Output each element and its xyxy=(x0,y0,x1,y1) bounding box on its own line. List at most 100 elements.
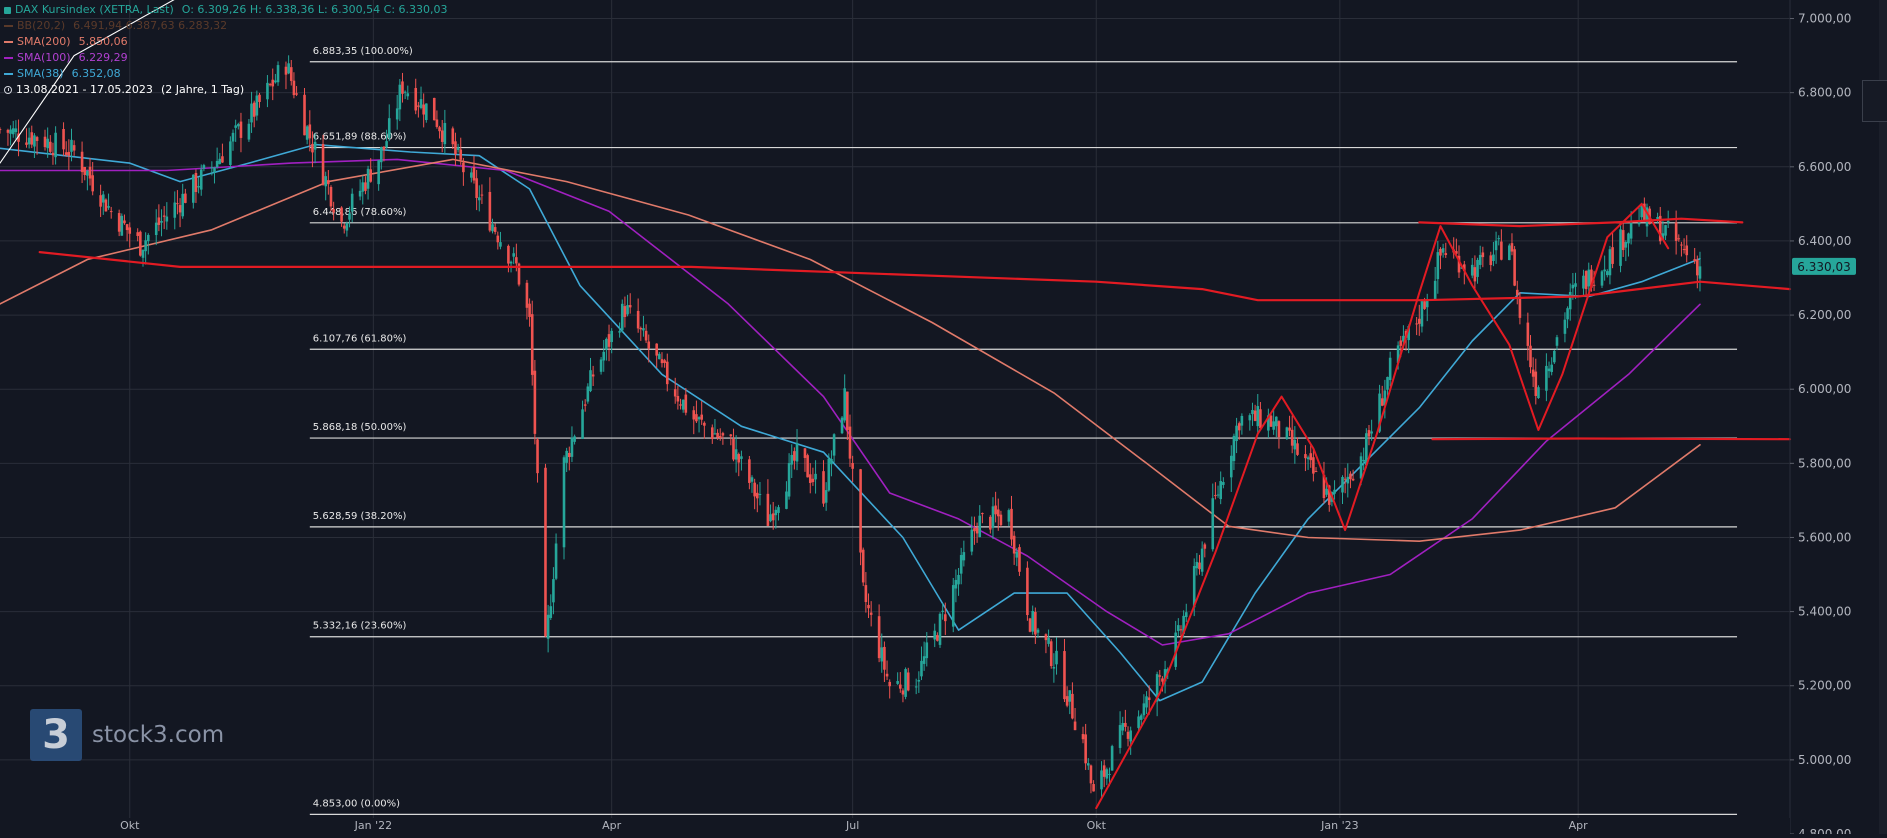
candle xyxy=(1195,553,1199,576)
candle-body xyxy=(1529,345,1532,368)
candle xyxy=(695,400,698,424)
candle-body xyxy=(1420,300,1424,327)
candle xyxy=(311,131,314,168)
candle-body xyxy=(573,436,576,442)
candle xyxy=(748,455,751,490)
candle xyxy=(440,120,444,153)
legend-range-row[interactable]: 13.08.2021 - 17.05.2023 (2 Jahre, 1 Tag) xyxy=(4,82,448,98)
candle-body xyxy=(136,232,139,236)
candle xyxy=(144,232,147,265)
candle xyxy=(1603,255,1606,281)
sma38-label: SMA(38) xyxy=(17,67,64,80)
candle xyxy=(162,206,166,230)
candle-body xyxy=(0,129,2,131)
candle-body xyxy=(1102,765,1106,777)
x-tick-label: Apr xyxy=(1569,819,1589,832)
right-scrollbar[interactable] xyxy=(1879,0,1887,834)
candle-body xyxy=(1309,453,1313,461)
candle-body xyxy=(848,426,852,459)
candle-body xyxy=(732,438,735,460)
candle-body xyxy=(1349,473,1352,480)
candle xyxy=(136,228,139,242)
bb-swatch xyxy=(4,25,13,27)
candle-body xyxy=(1433,280,1437,300)
candle xyxy=(658,352,661,360)
candle-body xyxy=(1417,318,1421,324)
candle-body xyxy=(591,374,595,377)
candle-body xyxy=(544,467,547,637)
candle-body xyxy=(885,673,889,677)
candle-body xyxy=(771,513,775,521)
legend-title-row[interactable]: DAX Kursindex (XETRA, Last) O: 6.309,26 … xyxy=(4,2,448,18)
candle xyxy=(165,202,169,230)
candle-body xyxy=(1550,364,1553,373)
candle xyxy=(718,428,722,441)
candle xyxy=(247,119,251,142)
legend-sma100-row[interactable]: SMA(100) 6.229,29 xyxy=(4,50,448,66)
candle-body xyxy=(533,370,537,434)
candle xyxy=(586,383,590,404)
candle-body xyxy=(303,94,306,136)
candle-body xyxy=(1343,478,1347,480)
candle-body xyxy=(1222,482,1225,485)
candle-body xyxy=(811,478,815,483)
candle-body xyxy=(806,455,809,478)
candle xyxy=(422,93,425,128)
candle xyxy=(425,103,428,123)
candle-body xyxy=(898,684,902,689)
candle-body xyxy=(832,434,836,456)
candle xyxy=(454,132,457,166)
candle-body xyxy=(160,220,163,223)
candle-body xyxy=(1460,267,1463,269)
x-tick-label: Okt xyxy=(1087,819,1107,832)
candle-body xyxy=(231,132,235,142)
candle-body xyxy=(1661,233,1665,240)
candle-body xyxy=(774,509,778,516)
candle xyxy=(803,447,807,472)
candle xyxy=(793,447,796,470)
candle xyxy=(673,377,677,404)
candle-body xyxy=(67,151,71,156)
candle-body xyxy=(385,141,388,148)
legend-bb-row[interactable]: BB(20,2) 6.491,94 6.387,63 6.283,32 xyxy=(4,18,448,34)
candle xyxy=(107,193,110,210)
y-axis[interactable]: 7.000,00 6.800,00 6.600,00 6.400,00 6.200,00… xyxy=(1789,0,1851,838)
candle xyxy=(917,671,921,693)
candle xyxy=(213,166,216,184)
candle-body xyxy=(1325,488,1328,495)
candle-body xyxy=(364,182,367,191)
candle xyxy=(295,86,298,97)
candle-body xyxy=(740,456,743,459)
candle-body xyxy=(1275,416,1278,427)
legend-sma200-row[interactable]: SMA(200) 5.850,06 xyxy=(4,34,448,50)
instrument-title: DAX Kursindex (XETRA, Last) xyxy=(15,3,174,16)
candle-body xyxy=(266,82,269,100)
candle-body xyxy=(676,395,680,402)
candle-body xyxy=(1341,477,1344,493)
candle xyxy=(756,484,759,513)
drawing-annotations[interactable] xyxy=(0,0,1792,810)
candle-body xyxy=(139,231,142,256)
last-price-label: 6.330,03 xyxy=(1797,260,1850,274)
trendline-red-long xyxy=(38,251,1792,302)
candle-body xyxy=(1296,443,1299,455)
candle xyxy=(1444,242,1448,258)
candle-body xyxy=(941,610,944,613)
candle-body xyxy=(1214,495,1217,497)
candle-body xyxy=(1012,535,1016,554)
candle xyxy=(358,179,362,201)
right-panel-tab[interactable] xyxy=(1862,80,1887,122)
candle-body xyxy=(1399,340,1403,346)
candle-body xyxy=(748,459,751,483)
candle-body xyxy=(117,213,121,232)
legend-sma38-row[interactable]: SMA(38) 6.352,08 xyxy=(4,66,448,82)
fib-level-label: 5.868,18 (50.00%) xyxy=(313,422,407,433)
candle-body xyxy=(721,433,725,436)
x-axis[interactable]: Okt Jan '22 Apr Jul Okt Jan '23 Apr xyxy=(0,818,1790,834)
candle-body xyxy=(477,197,481,201)
candle-body xyxy=(695,414,698,422)
candle xyxy=(109,206,113,219)
candle-body xyxy=(470,172,473,178)
